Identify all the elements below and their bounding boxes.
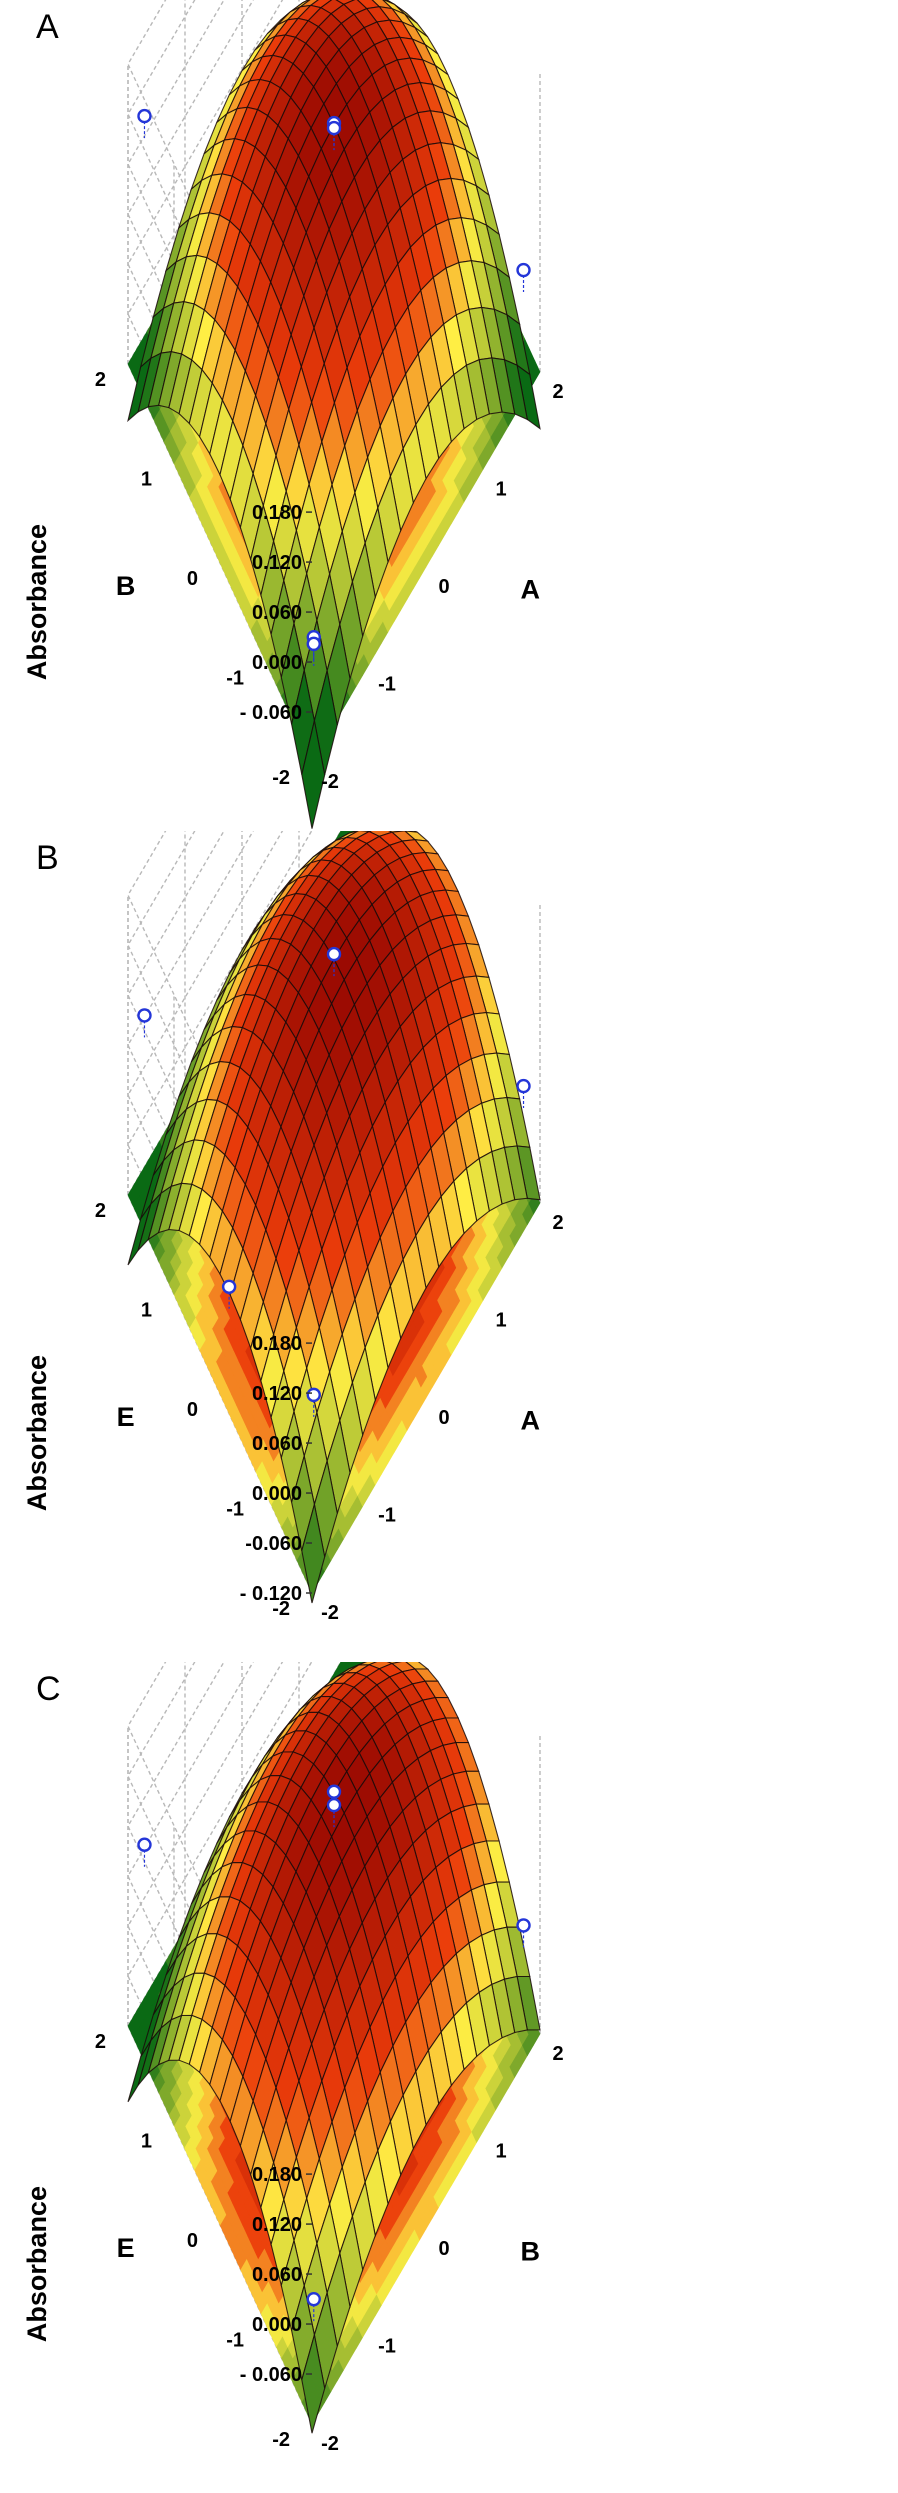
y-tick-label: 1 — [141, 2131, 152, 2153]
x-tick-label: 2 — [552, 2043, 563, 2065]
data-point — [137, 108, 152, 139]
y-tick-label: 2 — [95, 2031, 106, 2053]
y-tick-label: -1 — [226, 1499, 244, 1521]
x-tick-label: 1 — [495, 479, 506, 501]
z-tick-label: 0.060 — [252, 2264, 302, 2286]
z-tick-label: 0.060 — [252, 602, 302, 624]
z-tick-label: - 0.120 — [240, 1583, 302, 1605]
panel-b-label: B — [36, 839, 59, 877]
panel-c: C 0.180 0.120 0.060 0.000 - 0.060 Absorbance -… — [0, 1662, 898, 2493]
z-tick-label: 0.180 — [252, 1333, 302, 1355]
y-tick-label: -2 — [272, 767, 290, 789]
y-tick-label: 1 — [141, 469, 152, 491]
z-tick-label: 0.180 — [252, 502, 302, 524]
z-tick-label: 0.000 — [252, 2314, 302, 2336]
y-tick-label: 0 — [187, 2230, 198, 2252]
x-tick-label: -2 — [321, 771, 339, 793]
z-tick-label: 0.000 — [252, 1483, 302, 1505]
data-point — [306, 2291, 321, 2322]
z-tick-labels: 0.180 0.120 0.060 0.000 -0.060 - 0.120 — [240, 1333, 312, 1605]
y-tick-label: 2 — [95, 1200, 106, 1222]
data-point — [326, 120, 342, 151]
y-tick-labels: -2 -1 0 1 2 — [95, 2031, 290, 2451]
z-tick-label: 0.120 — [252, 552, 302, 574]
x-tick-label: 2 — [552, 381, 563, 403]
data-point — [516, 1078, 531, 1109]
z-tick-label: - 0.060 — [240, 2364, 302, 2386]
y-tick-labels: -2 -1 0 1 2 — [95, 1200, 290, 1620]
panel-c-label: C — [36, 1670, 61, 1708]
data-point — [137, 1837, 152, 1867]
x-tick-label: 0 — [438, 2238, 449, 2260]
surface-plot-b: 0.180 0.120 0.060 0.000 -0.060 - 0.120 Absorba… — [22, 831, 564, 1624]
data-point — [516, 1918, 531, 1948]
data-point — [516, 262, 531, 293]
panel-a: A 0.180 0.120 0.060 0.000 - 0.060 Absorbance -… — [0, 0, 898, 831]
y-tick-label: 2 — [95, 369, 106, 391]
x-tick-label: -2 — [321, 2433, 339, 2455]
x-tick-label: 1 — [495, 1310, 506, 1332]
z-tick-label: 0.120 — [252, 1383, 302, 1405]
response-surface — [127, 831, 541, 1604]
z-tick-label: - 0.060 — [240, 702, 302, 724]
x-tick-label: -1 — [378, 1505, 396, 1527]
y-tick-labels: -2 -1 0 1 2 — [95, 369, 290, 789]
y-tick-label: -2 — [272, 2429, 290, 2451]
z-axis-label: Absorbance — [22, 2186, 52, 2342]
x-tick-labels: -2 -1 0 1 2 — [321, 1212, 563, 1624]
x-tick-label: 1 — [495, 2141, 506, 2163]
z-axis-label: Absorbance — [22, 1355, 52, 1511]
y-axis-label: E — [117, 1402, 135, 1432]
data-point — [221, 1279, 237, 1309]
y-axis-label: B — [116, 571, 136, 601]
z-tick-labels: 0.180 0.120 0.060 0.000 - 0.060 — [240, 502, 312, 724]
y-tick-label: -1 — [226, 2330, 244, 2352]
response-surface — [127, 0, 541, 829]
x-tick-label: -1 — [378, 674, 396, 696]
x-tick-label: -2 — [321, 1602, 339, 1624]
x-tick-label: 0 — [438, 1407, 449, 1429]
z-tick-label: 0.060 — [252, 1433, 302, 1455]
x-tick-label: -1 — [378, 2336, 396, 2358]
x-tick-labels: -2 -1 0 1 2 — [321, 381, 563, 793]
panel-a-label: A — [36, 8, 59, 46]
data-point — [306, 636, 321, 666]
data-point — [326, 1797, 342, 1828]
z-tick-label: 0.180 — [252, 2164, 302, 2186]
data-point — [306, 1387, 321, 1417]
z-tick-label: -0.060 — [245, 1533, 302, 1555]
x-tick-label: 2 — [552, 1212, 563, 1234]
x-axis-label: A — [520, 1406, 540, 1436]
data-point — [137, 1008, 152, 1038]
y-tick-label: 0 — [187, 568, 198, 590]
experimental-points — [137, 108, 531, 666]
y-tick-label: 1 — [141, 1300, 152, 1322]
x-tick-label: 0 — [438, 576, 449, 598]
experimental-points — [137, 1784, 531, 2322]
z-tick-label: 0.120 — [252, 2214, 302, 2236]
y-tick-label: -1 — [226, 668, 244, 690]
y-tick-label: 0 — [187, 1399, 198, 1421]
x-axis-label: A — [520, 575, 540, 605]
x-axis-label: B — [520, 2237, 540, 2267]
z-tick-label: 0.000 — [252, 652, 302, 674]
panel-b: B 0.180 0.120 0.060 0.000 -0.060 - 0.120 Absor… — [0, 831, 898, 1662]
z-axis-label: Absorbance — [22, 524, 52, 680]
y-axis-label: E — [117, 2233, 135, 2263]
experimental-points — [137, 946, 531, 1417]
z-tick-labels: 0.180 0.120 0.060 0.000 - 0.060 — [240, 2164, 312, 2386]
data-point — [326, 946, 342, 977]
x-tick-labels: -2 -1 0 1 2 — [321, 2043, 563, 2455]
response-surface — [127, 1662, 541, 2434]
y-tick-label: -2 — [272, 1598, 290, 1620]
